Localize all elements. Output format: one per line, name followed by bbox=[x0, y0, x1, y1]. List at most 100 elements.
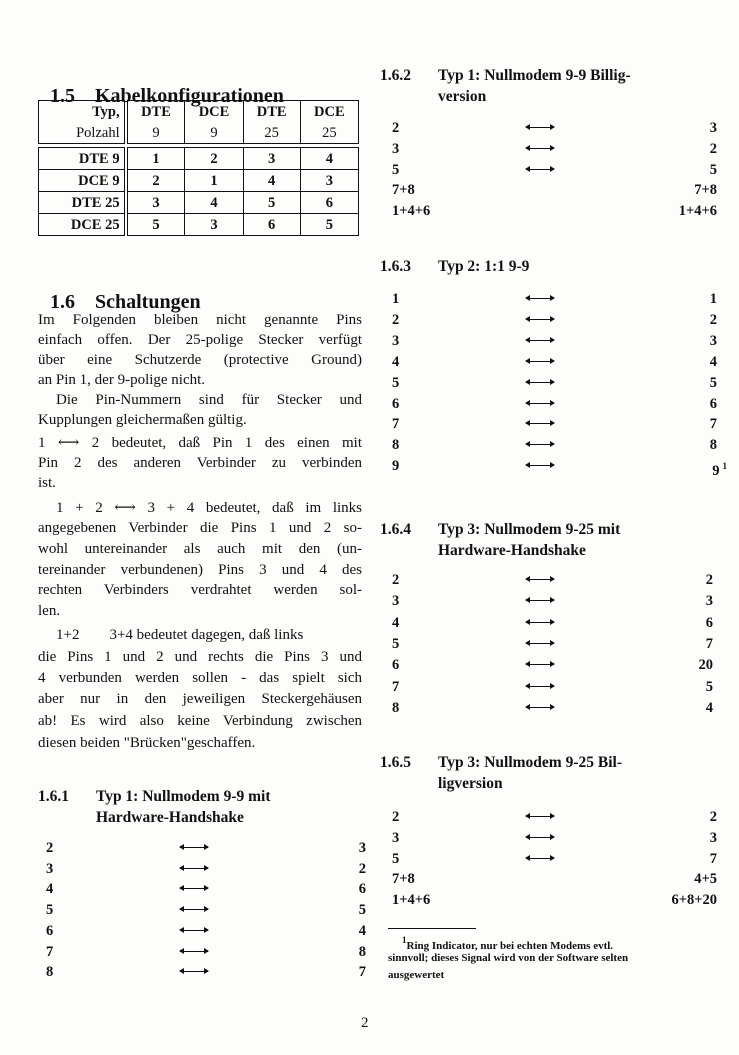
body-text-line: wohl untereinander als auch mit den (un- bbox=[38, 541, 362, 557]
left-right-arrow-icon bbox=[179, 968, 209, 975]
pin-left: 5 bbox=[46, 902, 54, 919]
footnote-text: ausgewertet bbox=[388, 969, 445, 981]
body-text-line: an Pin 1, der 9-polige nicht. bbox=[38, 372, 206, 388]
pin-right: 1+4+6 bbox=[679, 201, 717, 221]
pin-right-value: 3 bbox=[358, 840, 366, 856]
table-cell: 3 bbox=[299, 169, 360, 192]
pin-right: 8 bbox=[359, 942, 366, 962]
pin-right-value: 4 bbox=[709, 353, 717, 370]
body-text-line: Im Folgenden bleiben nicht genannte Pins bbox=[38, 312, 362, 328]
body-text-line: Die Pin-Nummern sind für Stecker und bbox=[56, 392, 362, 408]
table-header-cell: DTE bbox=[125, 100, 186, 122]
table-cell: 2 bbox=[125, 169, 186, 192]
pin-right: 2 bbox=[710, 139, 717, 159]
pin-right-value: 2 bbox=[709, 809, 717, 825]
body-text-line: ab! Es wird also keine Verbindung zwisch… bbox=[38, 713, 362, 729]
left-right-arrow-icon bbox=[525, 618, 555, 625]
body-text-line: Pin 2 des anderen Verbinder zu verbinden bbox=[38, 455, 362, 471]
body-text-line: über eine Schutzerde (protective Ground) bbox=[38, 352, 362, 368]
footnote-rule bbox=[388, 928, 476, 929]
table-cell: 4 bbox=[299, 147, 360, 170]
pin-right-value: 6 bbox=[709, 395, 717, 412]
left-right-arrow-icon bbox=[525, 165, 555, 172]
table-row: DCE 25 5 3 6 5 bbox=[37, 213, 360, 236]
subsection-number: 1.6.2 bbox=[380, 67, 411, 84]
footnote-mark[interactable]: 1 bbox=[722, 461, 728, 472]
subsection-number: 1.6.3 bbox=[380, 258, 411, 275]
pin-right-value: 4+5 bbox=[694, 871, 717, 888]
body-text-line: 1 ⟷ 2 bedeutet, daß Pin 1 des einen mit bbox=[38, 435, 362, 451]
table-header-cell: 25 bbox=[242, 122, 301, 144]
subsection-number: 1.6.5 bbox=[380, 754, 411, 771]
pin-left: 7 bbox=[392, 678, 400, 695]
pin-left: 5 bbox=[392, 161, 400, 178]
left-right-arrow-icon bbox=[525, 378, 555, 385]
pin-left: 8 bbox=[392, 437, 400, 454]
pin-row: 7+8 4+5 bbox=[380, 869, 717, 889]
pin-right: 4+5 bbox=[694, 869, 717, 889]
pin-right: 1 bbox=[710, 289, 717, 309]
pin-left: 3 bbox=[392, 593, 400, 610]
subsection-heading: 1.6.4 Typ 3: Nullmodem 9-25 mit Hardware-H… bbox=[380, 519, 620, 561]
pin-right-value: 7 bbox=[358, 964, 366, 981]
pin-right-value: 2 bbox=[709, 311, 717, 328]
pin-right-value: 5 bbox=[709, 161, 717, 178]
pin-right-value: 7 bbox=[709, 850, 717, 867]
body-text-line: einfach offen. Der 25-polige Stecker ver… bbox=[38, 332, 362, 348]
pin-right-value: 5 bbox=[358, 902, 366, 919]
pin-right-value: 20 bbox=[698, 657, 714, 674]
left-right-arrow-icon bbox=[179, 844, 209, 850]
pin-left: 6 bbox=[392, 657, 400, 674]
pin-left: 8 bbox=[46, 964, 54, 981]
pin-right: 5 bbox=[359, 900, 366, 920]
page-number: 2 bbox=[361, 1015, 369, 1031]
pin-left: 2 bbox=[392, 809, 400, 825]
left-right-arrow-icon bbox=[525, 661, 555, 668]
table-cell: 6 bbox=[242, 213, 301, 236]
pin-left: 5 bbox=[392, 635, 400, 652]
subsection-title: Typ 3: Nullmodem 9-25 Bil- bbox=[438, 754, 622, 771]
pin-right: 3 bbox=[706, 591, 713, 611]
table-cell: 3 bbox=[242, 147, 301, 170]
pin-right-value: 2 bbox=[358, 860, 366, 877]
pin-left: 7+8 bbox=[392, 871, 415, 888]
pin-left: 3 bbox=[392, 140, 400, 157]
pin-left: 7 bbox=[392, 416, 400, 433]
left-right-arrow-icon bbox=[525, 144, 555, 151]
left-right-arrow-icon bbox=[525, 854, 555, 861]
body-text-line: aber nur in den jeweiligen Steckergehäus… bbox=[38, 691, 362, 707]
cable-config-table: Typ, DTE DCE DTE DCE Polzahl 9 9 25 25 D… bbox=[37, 100, 360, 236]
left-right-arrow-icon bbox=[525, 441, 555, 448]
subsection-title: Typ 2: 1:1 9-9 bbox=[438, 258, 530, 275]
pin-right: 6+8+20 bbox=[671, 890, 717, 910]
subsection-title: Hardware-Handshake bbox=[96, 809, 244, 826]
subsection-number: 1.6.4 bbox=[380, 521, 411, 538]
pin-right: 3 bbox=[710, 828, 717, 848]
pin-row: 1+4+6 6+8+20 bbox=[380, 890, 717, 910]
pin-right-value: 2 bbox=[705, 572, 713, 588]
subsection-title: Typ 1: Nullmodem 9-9 Billig- bbox=[438, 67, 631, 84]
table-cell: 5 bbox=[242, 191, 301, 214]
body-text-line: rechten Verbinders verdrahtet werden sol… bbox=[38, 582, 362, 598]
left-right-arrow-icon bbox=[525, 833, 555, 840]
pin-right: 3 bbox=[359, 838, 366, 858]
pin-left: 4 bbox=[46, 881, 54, 898]
left-right-arrow-icon bbox=[525, 576, 555, 582]
footnote-text: sinnvoll; dieses Signal wird von der Sof… bbox=[388, 951, 629, 964]
pin-right: 5 bbox=[710, 373, 717, 393]
body-text-line: 1+2 3+4 bedeutet dagegen, daß links bbox=[56, 627, 304, 643]
left-right-arrow-icon bbox=[525, 420, 555, 427]
body-text-line: die Pins 1 und 2 und rechts die Pins 3 u… bbox=[38, 649, 362, 665]
left-right-arrow-icon bbox=[525, 295, 555, 301]
pin-right: 2 bbox=[706, 570, 713, 590]
left-right-arrow-icon bbox=[525, 462, 555, 469]
